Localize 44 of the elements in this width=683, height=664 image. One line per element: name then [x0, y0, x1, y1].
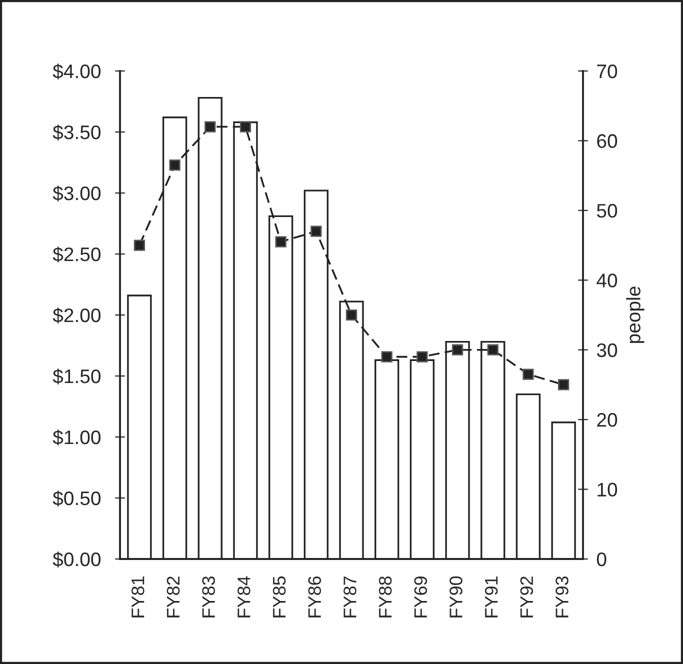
- point: [346, 309, 358, 321]
- y2-axis-title: people: [626, 286, 644, 343]
- point: [487, 344, 498, 356]
- x-tick-label: FY82: [166, 576, 180, 618]
- x-tick-label: FY88: [378, 576, 392, 618]
- point: [204, 121, 216, 132]
- x-tick-label: FY81: [132, 576, 144, 618]
- x-tick-label: FY86: [308, 576, 322, 618]
- x-tick-label: FY91: [484, 576, 498, 618]
- y2-tick-label: 50: [596, 204, 618, 218]
- y2-tick-label: 60: [597, 134, 618, 148]
- y-tick-label: $1.50: [52, 368, 100, 384]
- y2-tick-label: 20: [597, 413, 618, 427]
- point: [169, 160, 180, 171]
- x-tick-label: FY85: [272, 576, 286, 618]
- y-tick-label: $2.50: [52, 246, 100, 262]
- x-tick-label: FY92: [520, 576, 534, 618]
- y-tick-label: $0.50: [52, 490, 100, 506]
- y-tick-label: $1.00: [52, 430, 100, 446]
- point: [134, 240, 145, 251]
- y-tick-label: $2.00: [52, 308, 100, 324]
- x-tick-label: FY69: [414, 576, 428, 618]
- point: [522, 368, 534, 380]
- x-tick-label: FY83: [202, 576, 215, 618]
- x-tick-label: FY84: [238, 576, 250, 618]
- y2-tick-label: 40: [596, 274, 618, 288]
- y2-tick-label: 30: [596, 343, 618, 358]
- y-tick-label: $3.00: [52, 186, 100, 202]
- x-tick-label: FY90: [450, 576, 462, 618]
- point: [275, 236, 286, 248]
- point: [310, 226, 322, 237]
- y-tick-label: $3.50: [52, 124, 100, 140]
- y2-tick-label: 10: [598, 482, 618, 497]
- y-tick-label: $0.00: [52, 552, 100, 568]
- y2-tick-label: 0: [596, 552, 606, 566]
- point: [416, 351, 428, 362]
- point: [240, 121, 252, 132]
- point: [381, 351, 392, 362]
- x-tick-label: FY87: [344, 576, 356, 618]
- point: [558, 379, 570, 390]
- point: [452, 344, 464, 356]
- y-tick-label: $4.00: [52, 64, 100, 80]
- y2-tick-label: 70: [597, 64, 618, 78]
- x-tick-label: FY93: [556, 576, 568, 618]
